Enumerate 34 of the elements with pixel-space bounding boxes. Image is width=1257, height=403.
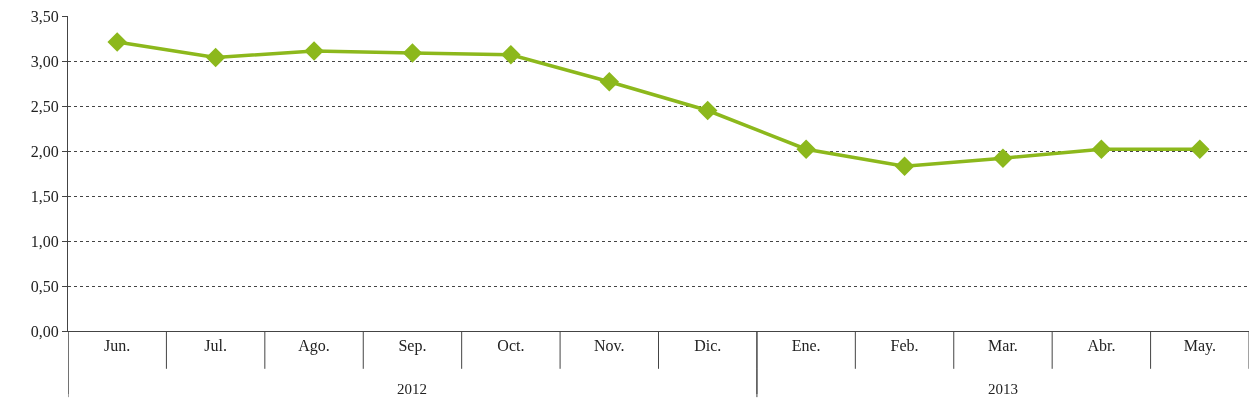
- point: [205, 47, 226, 68]
- y-tick-label: 2,00: [30, 142, 59, 160]
- y-tick-label: 1,00: [30, 232, 59, 250]
- y-tick-label: 0,50: [30, 277, 59, 295]
- x-tick-label: Oct.: [497, 337, 525, 355]
- point: [599, 71, 620, 92]
- text: 2013: [988, 381, 1018, 397]
- point: [304, 41, 324, 61]
- point: [107, 32, 127, 52]
- x-tick-label: Ago.: [298, 337, 330, 356]
- point: [796, 139, 816, 159]
- point: [1091, 139, 1112, 159]
- point: [501, 44, 521, 65]
- x-tick-label: Abr.: [1087, 337, 1116, 355]
- x-tick-label: May.: [1183, 337, 1216, 356]
- x-tick-label: Jul.: [204, 337, 227, 355]
- y-tick-label: 1,50: [30, 187, 59, 205]
- x-tick-label: Dic.: [694, 337, 722, 355]
- y-tick-label: 3,00: [30, 52, 59, 70]
- x-tick-label: Ene.: [791, 337, 821, 355]
- y-tick-label: 2,50: [30, 97, 59, 115]
- x-tick-label: Mar.: [988, 337, 1018, 355]
- point: [402, 43, 423, 63]
- point: [1190, 139, 1210, 159]
- x-tick-label: Feb.: [890, 337, 919, 355]
- point: [697, 100, 718, 121]
- text: 2012: [397, 381, 427, 397]
- y-tick-label: 0,00: [30, 322, 59, 340]
- point: [894, 156, 915, 177]
- x-tick-label: Jun.: [104, 337, 131, 355]
- point: [993, 148, 1013, 168]
- x-tick-label: Nov.: [594, 337, 625, 355]
- x-tick-label: Sep.: [398, 337, 427, 356]
- y-tick-label: 3,50: [30, 7, 59, 25]
